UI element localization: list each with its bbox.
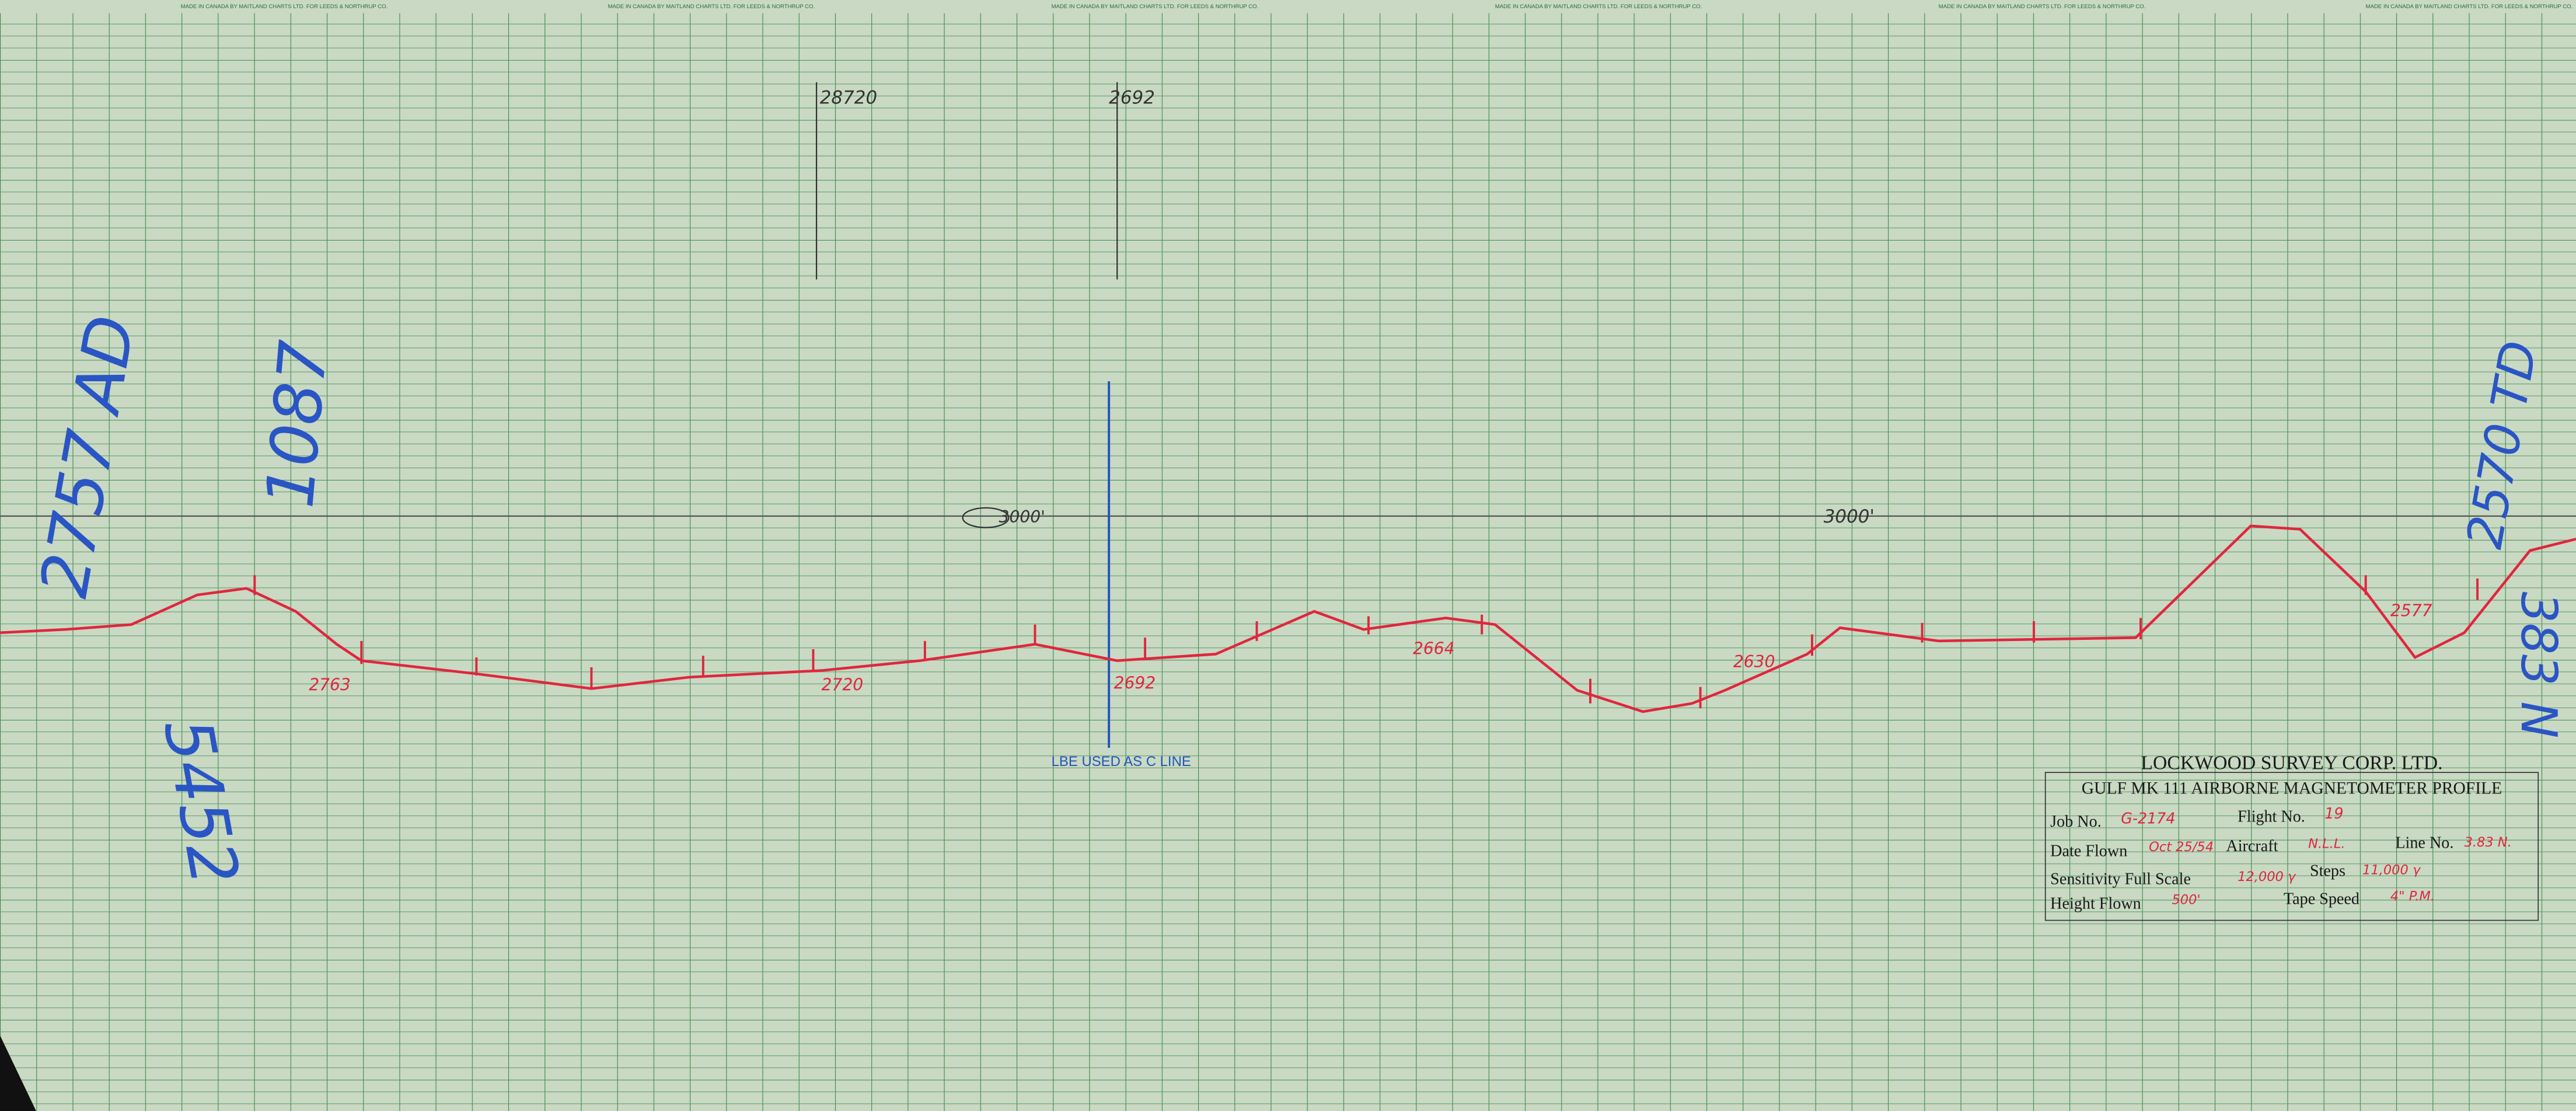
field-label: Tape Speed <box>2284 890 2359 908</box>
margin-text: MADE IN CANADA BY MAITLAND CHARTS LTD. F… <box>181 4 388 10</box>
blue-note: 1087 <box>251 337 342 511</box>
c-line-label: LBE USED AS C LINE <box>1052 754 1191 769</box>
field-label: Steps <box>2310 862 2345 880</box>
top-mark: 2692 <box>1109 87 1155 108</box>
title-box <box>2044 772 2539 921</box>
grid <box>0 13 2576 1111</box>
margin-text: MADE IN CANADA BY MAITLAND CHARTS LTD. F… <box>2366 4 2573 10</box>
field-label: Line No. <box>2395 834 2453 852</box>
margin-text: MADE IN CANADA BY MAITLAND CHARTS LTD. F… <box>1052 4 1259 10</box>
margin-text: MADE IN CANADA BY MAITLAND CHARTS LTD. F… <box>1495 4 1702 10</box>
margin-texts: MADE IN CANADA BY MAITLAND CHARTS LTD. F… <box>181 4 2573 10</box>
field-label: Sensitivity Full Scale <box>2050 870 2191 889</box>
fiducial-label: 2630 <box>1733 652 1775 671</box>
company: LOCKWOOD SURVEY CORP. LTD. <box>2141 752 2442 774</box>
field-value: G-2174 <box>2121 809 2175 827</box>
field-value: 3.83 N. <box>2465 835 2512 850</box>
field-label: Aircraft <box>2226 837 2278 855</box>
fiducial-labels: 2763 2720 2692 2664 2630 2577 <box>309 601 2432 695</box>
altitude-note: 3000' <box>999 507 1045 527</box>
fiducial-label: 2720 <box>822 675 864 694</box>
circle-mark <box>962 507 1010 528</box>
field-label: Date Flown <box>2050 842 2127 861</box>
torn-corner <box>0 1035 36 1111</box>
margin-text: MADE IN CANADA BY MAITLAND CHARTS LTD. F… <box>608 4 815 10</box>
field-label: Job No. <box>2050 813 2102 831</box>
altitude-note: 3000' <box>1824 506 1875 527</box>
field-value: 19 <box>2324 804 2343 822</box>
field-value: 4" P.M. <box>2390 889 2435 904</box>
field-value: N.L.L. <box>2308 837 2345 852</box>
fiducial-label: 2664 <box>1413 639 1455 658</box>
profile-title: GULF MK 111 AIRBORNE MAGNETOMETER PROFIL… <box>2082 779 2502 798</box>
margin-text: MADE IN CANADA BY MAITLAND CHARTS LTD. F… <box>1939 4 2146 10</box>
fiducial-label: 2577 <box>2390 601 2432 621</box>
fiducial-label: 2763 <box>309 675 351 694</box>
field-value: Oct 25/54 <box>2149 840 2214 855</box>
field-label: Height Flown <box>2050 895 2141 913</box>
fiducial-label: 2692 <box>1114 674 1156 693</box>
field-label: Flight No. <box>2238 808 2305 826</box>
field-value: 12,000 γ <box>2238 869 2296 884</box>
field-value: 500' <box>2172 892 2200 907</box>
title-block: LOCKWOOD SURVEY CORP. LTD. GULF MK 111 A… <box>2044 752 2539 921</box>
profile-trace <box>0 524 2576 713</box>
field-value: 11,000 γ <box>2362 863 2421 878</box>
blue-note: 383 N <box>2510 591 2567 738</box>
top-mark: 28720 <box>820 87 877 108</box>
fiducial-ticks <box>253 575 2479 709</box>
